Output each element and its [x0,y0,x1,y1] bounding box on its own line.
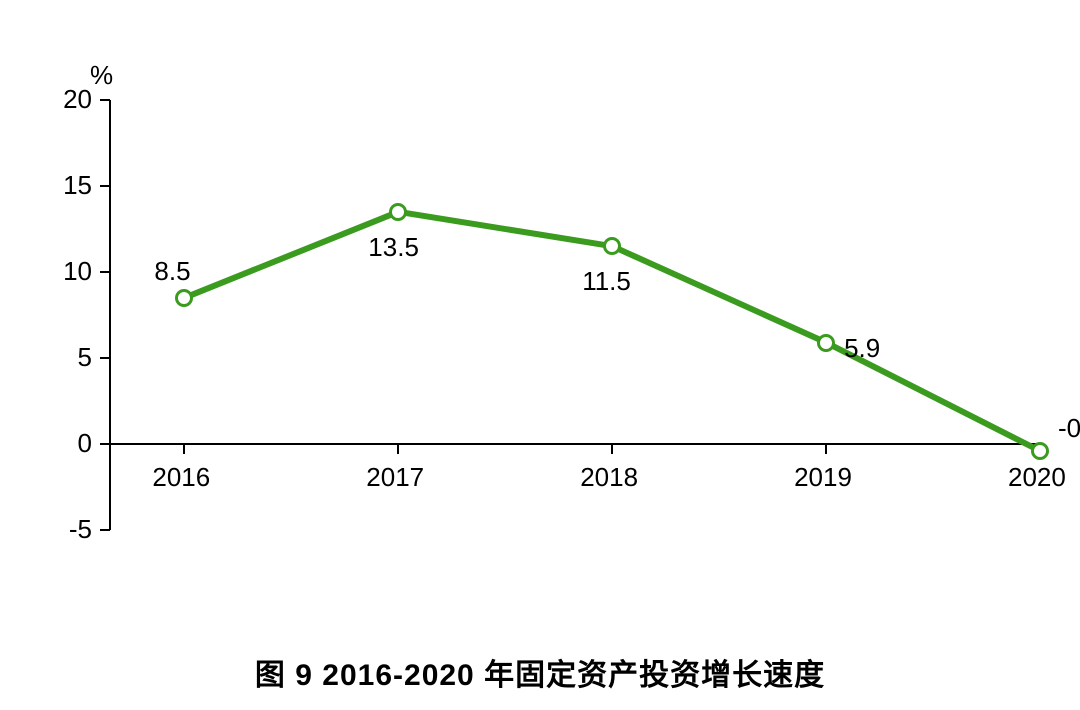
data-marker [817,334,835,352]
data-label: 13.5 [368,232,419,263]
data-label: 5.9 [844,333,880,364]
data-label: 8.5 [154,256,190,287]
data-marker [1031,442,1049,460]
chart-container: 图 9 2016-2020 年固定资产投资增长速度 -505101520%201… [0,0,1080,710]
data-label: -0.4 [1058,413,1080,444]
data-label: 11.5 [582,266,631,297]
line-series [0,0,1080,710]
data-marker [389,203,407,221]
